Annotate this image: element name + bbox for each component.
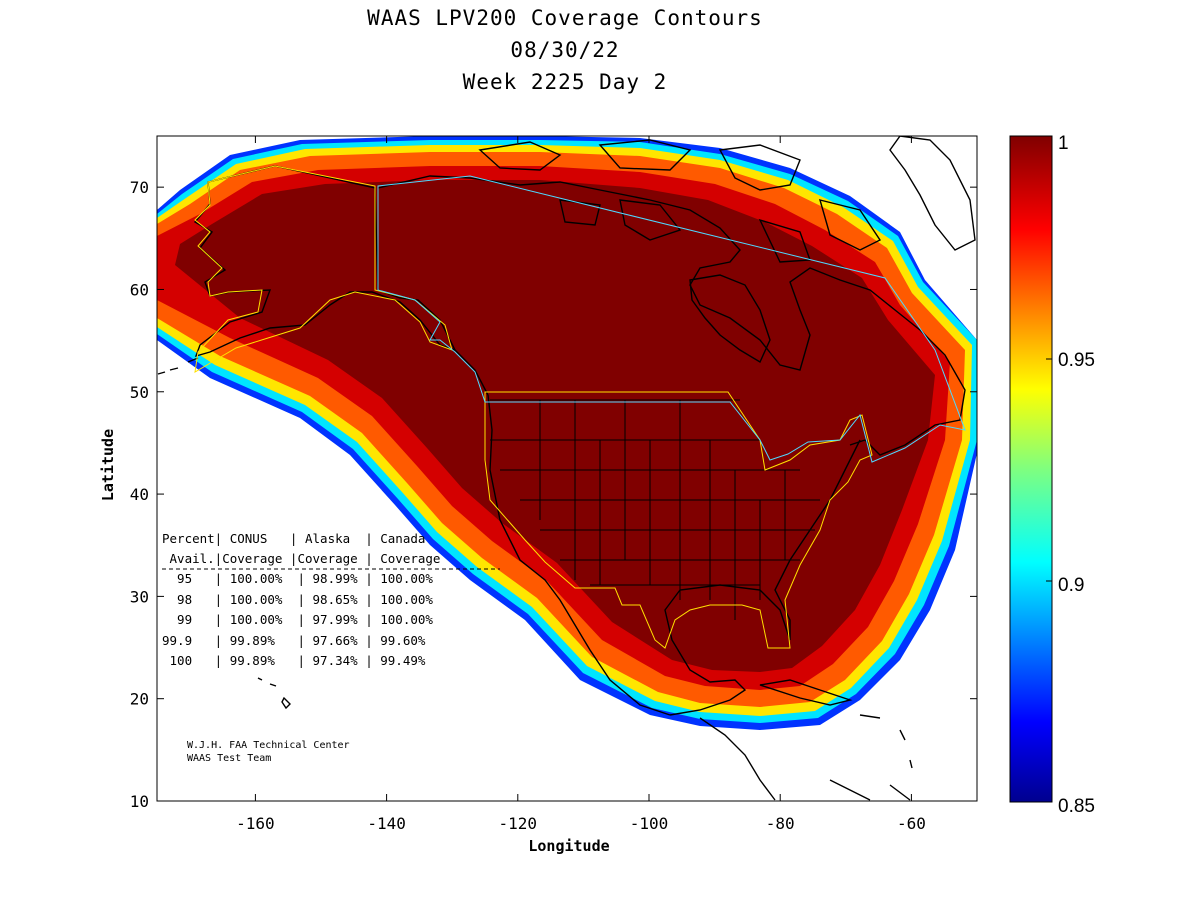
x-tick-label: -160 [236,814,275,833]
table-row: 100 | 99.89% | 97.34% | 99.49% [162,653,426,668]
hudson-bay [689,274,771,364]
x-tick-label: -80 [766,814,795,833]
canada-boundary [377,175,966,463]
table-row: 99 | 100.00% | 97.99% | 100.00% [162,612,433,627]
arctic-islands [478,139,882,263]
table-header-2: Avail.|Coverage |Coverage | Coverage [162,551,440,566]
coverage-stats-table: Percent| CONUS | Alaska | Canada Avail.|… [162,531,500,668]
y-axis-ticks: 10 20 30 40 50 60 70 [130,178,977,811]
y-tick-label: 60 [130,280,149,299]
south-america-edge [829,779,911,801]
state-borders [490,399,820,620]
table-header-1: Percent| CONUS | Alaska | Canada [162,531,425,546]
cuba [759,679,853,706]
coverage-full-region [175,180,935,672]
colorbar-tick-label: 1 [1058,133,1069,154]
credit-line-2: WAAS Test Team [187,753,271,764]
us-west-coast [487,394,671,716]
table-row: 98 | 100.00% | 98.65% | 100.00% [162,592,433,607]
x-tick-label: -100 [630,814,669,833]
plot-frame [156,135,978,802]
colorbar [1009,135,1053,803]
y-tick-label: 40 [130,485,149,504]
canada-coastline [377,175,966,456]
x-tick-label: -120 [499,814,538,833]
colorbar-tick-label: 0.9 [1058,575,1084,596]
y-tick-label: 30 [130,587,149,606]
greenland [889,136,976,251]
hawaii [257,677,291,710]
y-tick-label: 70 [130,178,149,197]
central-america [699,717,776,801]
credit-line-1: W.J.H. FAA Technical Center [187,740,350,751]
colorbar-tick-label: 0.85 [1058,796,1095,817]
table-row: 99.9 | 99.89% | 97.66% | 99.60% [162,633,426,648]
y-tick-label: 10 [130,792,149,811]
chart-title: WAAS LPV200 Coverage Contours [367,6,763,30]
y-axis-label: Latitude [99,429,117,501]
aleutian-islands [157,357,199,375]
y-tick-label: 50 [130,383,149,402]
x-tick-label: -140 [367,814,406,833]
x-axis-label: Longitude [528,837,609,855]
map-plot-area [157,136,977,801]
table-row: 95 | 100.00% | 98.99% | 100.00% [162,571,433,586]
conus-boundary [484,391,873,649]
colorbar-tick-label: 0.95 [1058,350,1095,371]
coastlines [157,136,976,801]
y-tick-label: 20 [130,690,149,709]
x-axis-ticks: -160 -140 -120 -100 -80 -60 [236,136,926,833]
caribbean-islands [859,714,913,769]
alaska-boundary [194,165,453,373]
chart-week-day: Week 2225 Day 2 [462,70,668,94]
colorbar-ticks [1046,358,1052,582]
alaska-coastline [193,165,457,358]
chart-date: 08/30/22 [510,38,620,62]
x-tick-label: -60 [897,814,926,833]
